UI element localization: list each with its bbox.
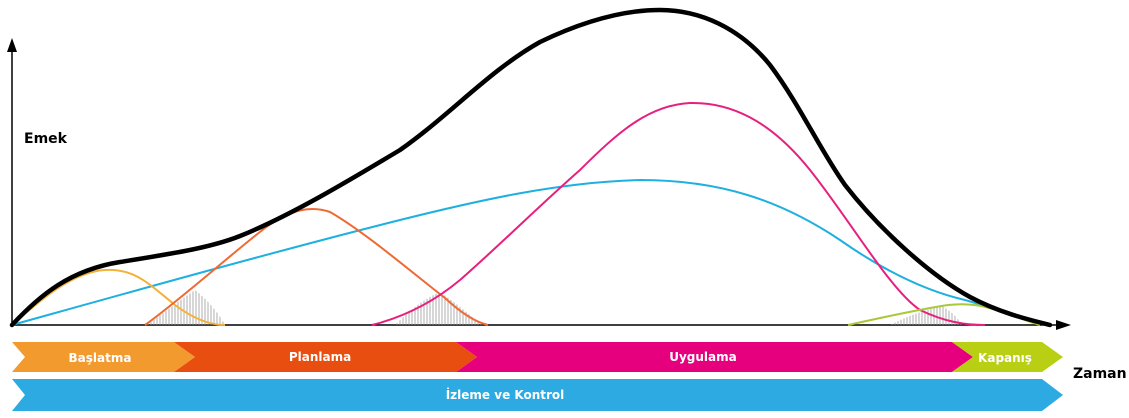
monitoring-bar-group: İzleme ve Kontrol bbox=[12, 379, 1063, 411]
curve-planlama bbox=[144, 208, 489, 326]
x-axis-arrow bbox=[1056, 320, 1071, 330]
phase-bar-uygulama bbox=[456, 342, 973, 372]
axes: Emek Zaman bbox=[7, 38, 1127, 382]
curve-total-effort bbox=[9, 7, 1053, 328]
hatch-uygulama-kapanis bbox=[890, 306, 962, 325]
phase-label-planlama: Planlama bbox=[289, 350, 351, 364]
phase-bars: Başlatma Planlama Uygulama Kapanış bbox=[12, 342, 1063, 372]
hatch-planlama-uygulama bbox=[395, 292, 482, 325]
y-axis-arrow bbox=[7, 38, 17, 52]
phase-bar-kapanis bbox=[952, 342, 1063, 372]
monitoring-bar-label: İzleme ve Kontrol bbox=[446, 387, 565, 402]
phase-bar-baslatma bbox=[12, 342, 195, 372]
overlap-hatches bbox=[147, 290, 962, 325]
monitoring-bar bbox=[12, 379, 1063, 411]
hatch-baslatma-planlama bbox=[147, 290, 225, 325]
x-axis-label: Zaman bbox=[1073, 366, 1127, 382]
phase-label-baslatma: Başlatma bbox=[69, 351, 132, 365]
curve-izleme bbox=[11, 178, 1046, 326]
phase-label-uygulama: Uygulama bbox=[669, 350, 737, 364]
phase-curves bbox=[9, 7, 1053, 328]
curve-uygulama bbox=[371, 101, 986, 326]
y-axis-label: Emek bbox=[24, 131, 68, 147]
curve-baslatma bbox=[11, 268, 226, 326]
phase-bar-planlama bbox=[174, 342, 477, 372]
phase-label-kapanis: Kapanış bbox=[978, 351, 1032, 365]
